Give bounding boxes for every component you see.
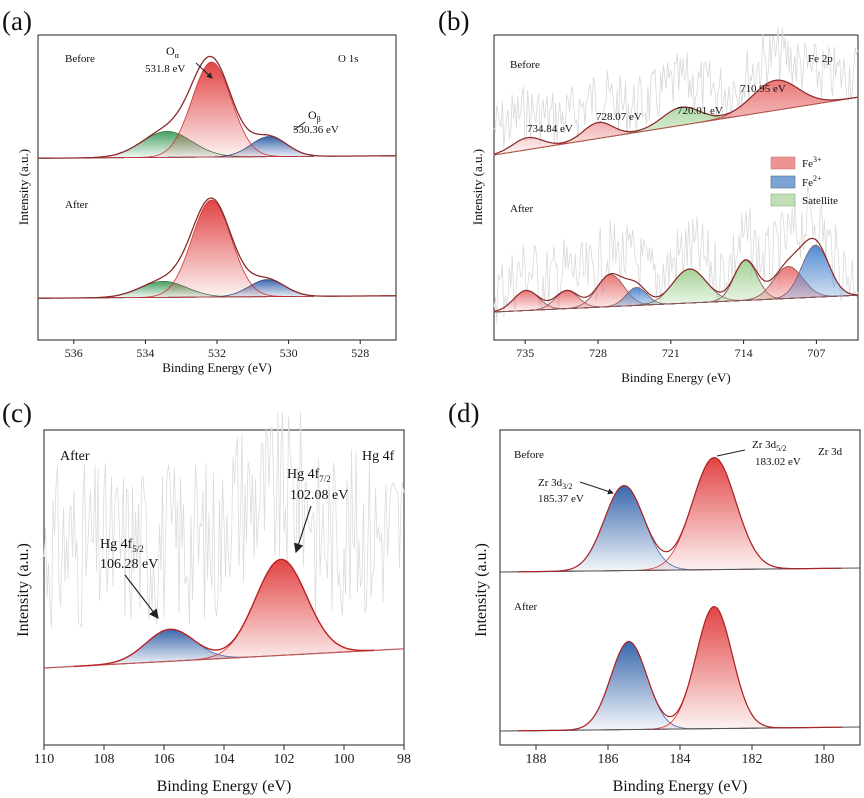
peak-energy-hg-72: 102.08 eV (290, 488, 348, 503)
x-tick-label-106: 106 (154, 752, 175, 767)
condition-after-b: After (510, 203, 534, 215)
peak-label-zr-32: Zr 3d3/2 (538, 477, 572, 491)
legend-b: Fe3+ Fe2+ Satellite (770, 155, 838, 207)
element-label-c: Hg 4f (362, 449, 395, 464)
x-tick-label-102: 102 (274, 752, 295, 767)
x-tick-label-728: 728 (589, 346, 607, 360)
peak-energy-b-1: 734.84 eV (527, 123, 573, 135)
x-tick-label-721: 721 (662, 346, 680, 360)
peak-o-alpha-before (73, 61, 314, 159)
x-tick-label-108: 108 (94, 752, 115, 767)
peak-energy-b-2: 728.07 eV (596, 111, 642, 123)
arrow-zr-52 (716, 449, 746, 457)
legend-swatch-fe2 (770, 175, 796, 189)
x-tick-label-530: 530 (280, 346, 298, 360)
peak-energy-o-alpha: 531.8 eV (145, 63, 185, 75)
arrow-o-beta (293, 121, 306, 131)
x-tick-label-534: 534 (136, 346, 154, 360)
peak-energy-zr-32: 185.37 eV (538, 493, 584, 505)
panel-label-d: (d) (448, 398, 479, 428)
peak-label-hg-52: Hg 4f5/2 (100, 537, 144, 554)
legend-label-fe3: Fe3+ (802, 155, 822, 170)
x-tick-label-735: 735 (516, 346, 534, 360)
envelope-before (38, 55, 397, 159)
raw-before-b (493, 26, 859, 148)
envelope-d-before (518, 456, 842, 573)
x-tick-label-182: 182 (742, 752, 763, 767)
x-tick-label-110: 110 (34, 752, 54, 767)
legend-label-fe2: Fe2+ (802, 174, 822, 189)
peak-label-o-beta: Oβ (308, 108, 321, 124)
x-tick-label-188: 188 (526, 752, 547, 767)
peak-label-o-alpha: Oα (166, 44, 180, 60)
legend-swatch-satellite (770, 193, 796, 207)
panel-label-c: (c) (2, 398, 32, 428)
x-tick-label-528: 528 (351, 346, 369, 360)
envelope-after-b (493, 237, 858, 312)
panel-label-b: (b) (438, 6, 469, 36)
y-axis-label-d: Intensity (a.u.) (473, 543, 490, 637)
x-tick-label-707: 707 (807, 346, 825, 360)
panel-d: (d) 188 186 184 182 180 Before After Zr 3d Z… (448, 398, 861, 795)
peak-energy-b-3: 720.01 eV (677, 105, 723, 117)
x-tick-label-98: 98 (397, 752, 411, 767)
x-tick-label-714: 714 (735, 346, 753, 360)
envelope-d-after (518, 605, 842, 732)
peak-energy-zr-52: 183.02 eV (755, 456, 801, 468)
panel-b: (b) 735 728 721 714 707 Before After Fe 2p 7… (438, 6, 859, 385)
y-axis-label-b: Intensity (a.u.) (470, 149, 485, 225)
frame-b (493, 34, 859, 341)
element-label-b: Fe 2p (808, 53, 833, 65)
x-tick-label-180: 180 (814, 752, 835, 767)
envelope-c (73, 558, 374, 668)
x-tick-label-100: 100 (334, 752, 355, 767)
arrow-zr-32 (579, 481, 614, 495)
raw-c (43, 411, 405, 629)
legend-swatch-fe3 (770, 156, 796, 170)
panel-a: (a) 536 534 532 530 528 Before After O 1s Oα… (2, 6, 397, 375)
peak-energy-hg-52: 106.28 eV (100, 557, 158, 572)
panel-label-a: (a) (2, 6, 32, 36)
arrow-hg-72 (294, 505, 312, 554)
envelope-after (38, 197, 397, 299)
peak-o-alpha-after (73, 199, 314, 299)
peak-energy-b-4: 710.95 eV (740, 83, 786, 95)
peak-label-zr-52: Zr 3d5/2 (752, 439, 786, 453)
element-label-d: Zr 3d (818, 446, 843, 458)
x-tick-label-186: 186 (598, 752, 619, 767)
element-label-a: O 1s (338, 53, 358, 65)
arrow-hg-52 (124, 574, 159, 619)
peak-label-hg-72: Hg 4f7/2 (287, 467, 331, 484)
x-axis-label-a: Binding Energy (eV) (162, 360, 272, 375)
legend-label-satellite: Satellite (802, 195, 838, 207)
condition-before-d: Before (514, 449, 544, 461)
peak-zr-32-after (528, 641, 817, 732)
peak-energy-o-beta: 530.36 eV (293, 124, 339, 136)
arrow-o-alpha (195, 62, 213, 79)
panel-c: (c) 110 108 106 104 102 100 98 After Hg 4f Hg … (2, 398, 411, 795)
peak-zr-52-before (528, 457, 817, 573)
x-tick-label-536: 536 (65, 346, 83, 360)
x-axis-label-b: Binding Energy (eV) (621, 370, 731, 385)
envelope-before-b (493, 79, 859, 155)
condition-before-b: Before (510, 59, 540, 71)
condition-after-a: After (65, 199, 89, 211)
y-axis-label-c: Intensity (a.u.) (15, 543, 32, 637)
x-tick-label-532: 532 (208, 346, 226, 360)
condition-after-d: After (514, 601, 538, 613)
x-tick-label-184: 184 (670, 752, 691, 767)
condition-after-c: After (60, 449, 90, 464)
x-tick-label-104: 104 (214, 752, 235, 767)
condition-before-a: Before (65, 53, 95, 65)
peak-zr-52-after (528, 606, 817, 732)
x-axis-label-d: Binding Energy (eV) (613, 778, 748, 795)
y-axis-label-a: Intensity (a.u.) (16, 149, 31, 225)
x-axis-label-c: Binding Energy (eV) (157, 778, 292, 795)
